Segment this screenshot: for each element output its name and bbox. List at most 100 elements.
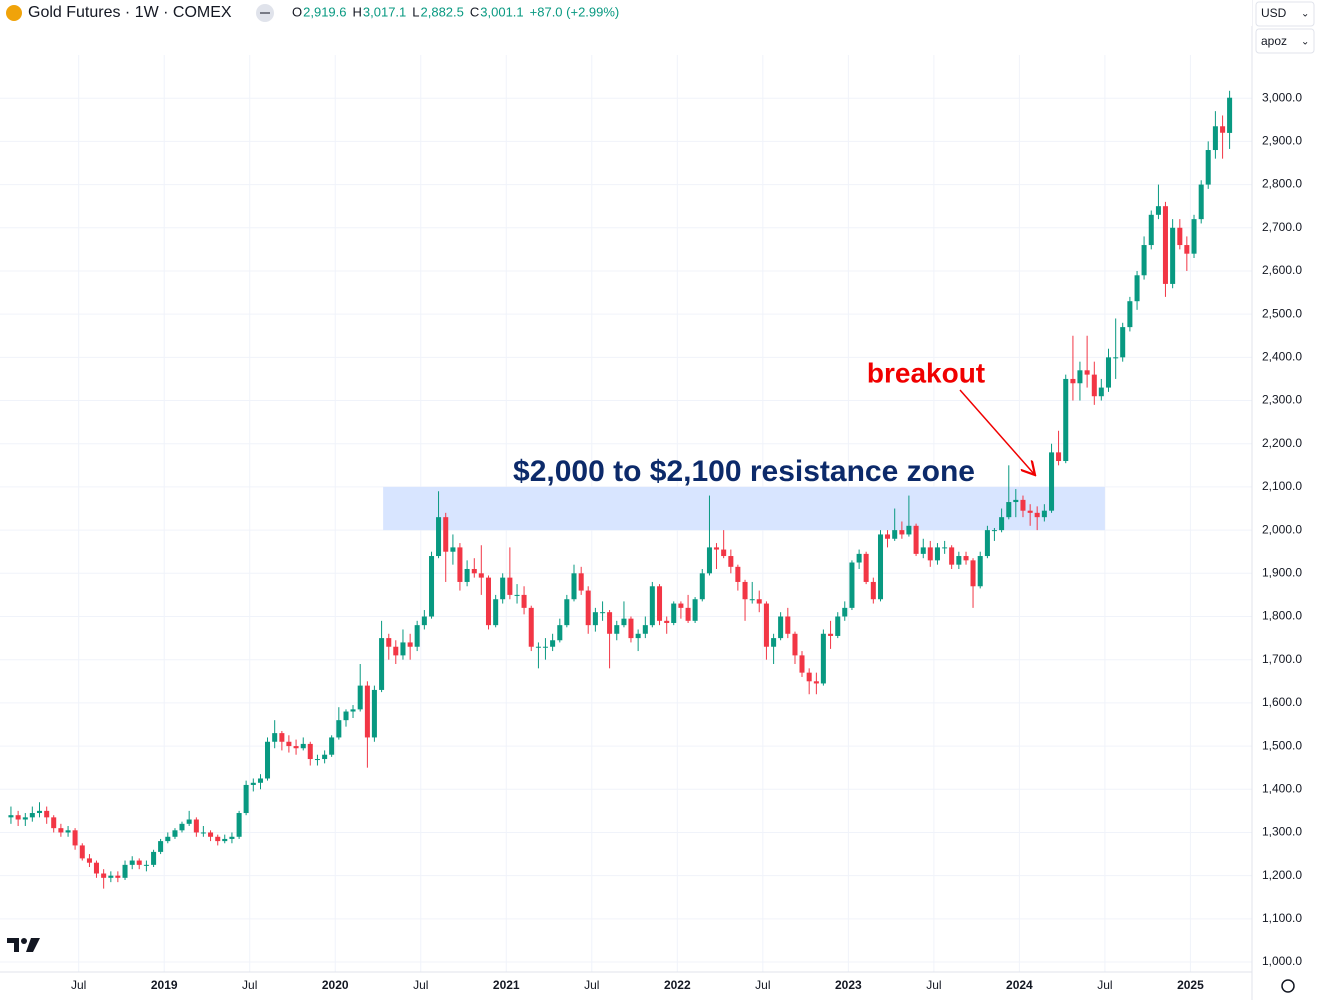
- x-tick-label: Jul: [584, 978, 599, 992]
- candle-body: [863, 553, 869, 582]
- candle-body: [692, 599, 698, 621]
- candle-body: [849, 562, 855, 608]
- y-tick-label: 1,400.0: [1262, 781, 1302, 795]
- x-tick-label: 2022: [664, 978, 691, 992]
- candle-body: [485, 577, 491, 626]
- candle-body: [1134, 275, 1140, 302]
- y-tick-label: 2,300.0: [1262, 393, 1302, 407]
- candle-body: [942, 547, 948, 549]
- ohlc-value: 3,017.1: [363, 4, 406, 19]
- y-tick-label: 1,800.0: [1262, 609, 1302, 623]
- currency-selector[interactable]: [1255, 1, 1315, 27]
- candle-body: [763, 603, 769, 647]
- x-tick-label: Jul: [1097, 978, 1112, 992]
- candle-body: [920, 547, 926, 554]
- candle-body: [79, 845, 85, 859]
- y-tick-label: 1,100.0: [1262, 911, 1302, 925]
- candle-body: [72, 830, 78, 846]
- candle-body: [115, 875, 121, 878]
- candle-body: [621, 618, 627, 626]
- candle-body: [514, 594, 520, 596]
- ohlc-label: H: [353, 4, 362, 19]
- candle-body: [143, 864, 149, 866]
- candle-body: [578, 573, 584, 591]
- candle-body: [1212, 126, 1218, 151]
- candle-body: [885, 534, 891, 539]
- candle-body: [535, 646, 541, 648]
- chevron: ⌄: [1301, 37, 1309, 48]
- candle-body: [678, 603, 684, 608]
- candle-body: [785, 616, 791, 634]
- candle-body: [1091, 374, 1097, 397]
- candle-body: [379, 638, 385, 690]
- candle-body: [1141, 245, 1147, 276]
- candle-body: [899, 530, 905, 535]
- candle-body: [1127, 301, 1133, 328]
- candle-body: [400, 642, 406, 656]
- candle-body: [649, 586, 655, 626]
- x-tick-label: Jul: [926, 978, 941, 992]
- candle-body: [15, 815, 21, 820]
- chevron: ⌄: [1301, 9, 1309, 20]
- candle-body: [721, 549, 727, 557]
- candle-body: [471, 568, 477, 574]
- candle-body: [771, 638, 777, 647]
- candle-body: [906, 525, 912, 535]
- candle-body: [984, 530, 990, 557]
- candles: [8, 90, 1233, 889]
- candle-body: [820, 633, 826, 684]
- candle-body: [172, 830, 178, 837]
- candle-body: [927, 547, 933, 561]
- candle-body: [1105, 357, 1112, 388]
- candle-body: [713, 547, 719, 550]
- candle-body: [977, 556, 983, 587]
- candle-body: [443, 517, 449, 552]
- x-tick-label: Jul: [413, 978, 428, 992]
- settings-button[interactable]: [1281, 979, 1295, 993]
- y-tick-label: 3,000.0: [1262, 90, 1302, 104]
- y-tick-label: 2,200.0: [1262, 436, 1302, 450]
- candle-body: [657, 586, 663, 621]
- candle-body: [828, 633, 834, 636]
- candle-body: [371, 689, 377, 738]
- candle-body: [1006, 502, 1012, 518]
- candle-body: [22, 817, 28, 820]
- candle-body: [350, 709, 356, 712]
- candle-body: [956, 556, 962, 565]
- candle-body: [571, 573, 577, 600]
- candle-body: [706, 547, 712, 574]
- candle-body: [592, 612, 598, 626]
- ohlc-label: L: [412, 4, 419, 19]
- candle-body: [179, 823, 185, 831]
- candle-body: [877, 534, 884, 600]
- y-tick-label: 2,600.0: [1262, 263, 1302, 277]
- candle-body: [856, 553, 862, 563]
- candle-body: [86, 858, 92, 863]
- candle-body: [735, 566, 741, 582]
- candle-body: [664, 620, 670, 623]
- ohlc-value: 2,919.6: [303, 4, 346, 19]
- candle-body: [429, 556, 435, 617]
- candle-body: [393, 646, 399, 656]
- candle-body: [300, 743, 306, 749]
- candle-body: [991, 530, 997, 532]
- candle-body: [671, 603, 677, 623]
- unit-selector[interactable]: [1255, 28, 1315, 54]
- candle-body: [1162, 206, 1168, 284]
- candle-body: [1177, 227, 1183, 246]
- candle-body: [229, 836, 235, 839]
- y-tick-label: 1,300.0: [1262, 825, 1302, 839]
- candle-body: [564, 599, 570, 626]
- candle-body: [1113, 357, 1119, 359]
- candle-body: [1063, 378, 1069, 462]
- candle-body: [93, 862, 99, 874]
- candle-body: [272, 733, 278, 742]
- candle-body: [322, 754, 328, 760]
- candle-body: [257, 778, 264, 783]
- candle-body: [186, 819, 192, 824]
- candle-body: [778, 616, 784, 639]
- candle-body: [407, 642, 413, 647]
- annotations: $2,000 to $2,100 resistance zone breakout: [513, 357, 1035, 488]
